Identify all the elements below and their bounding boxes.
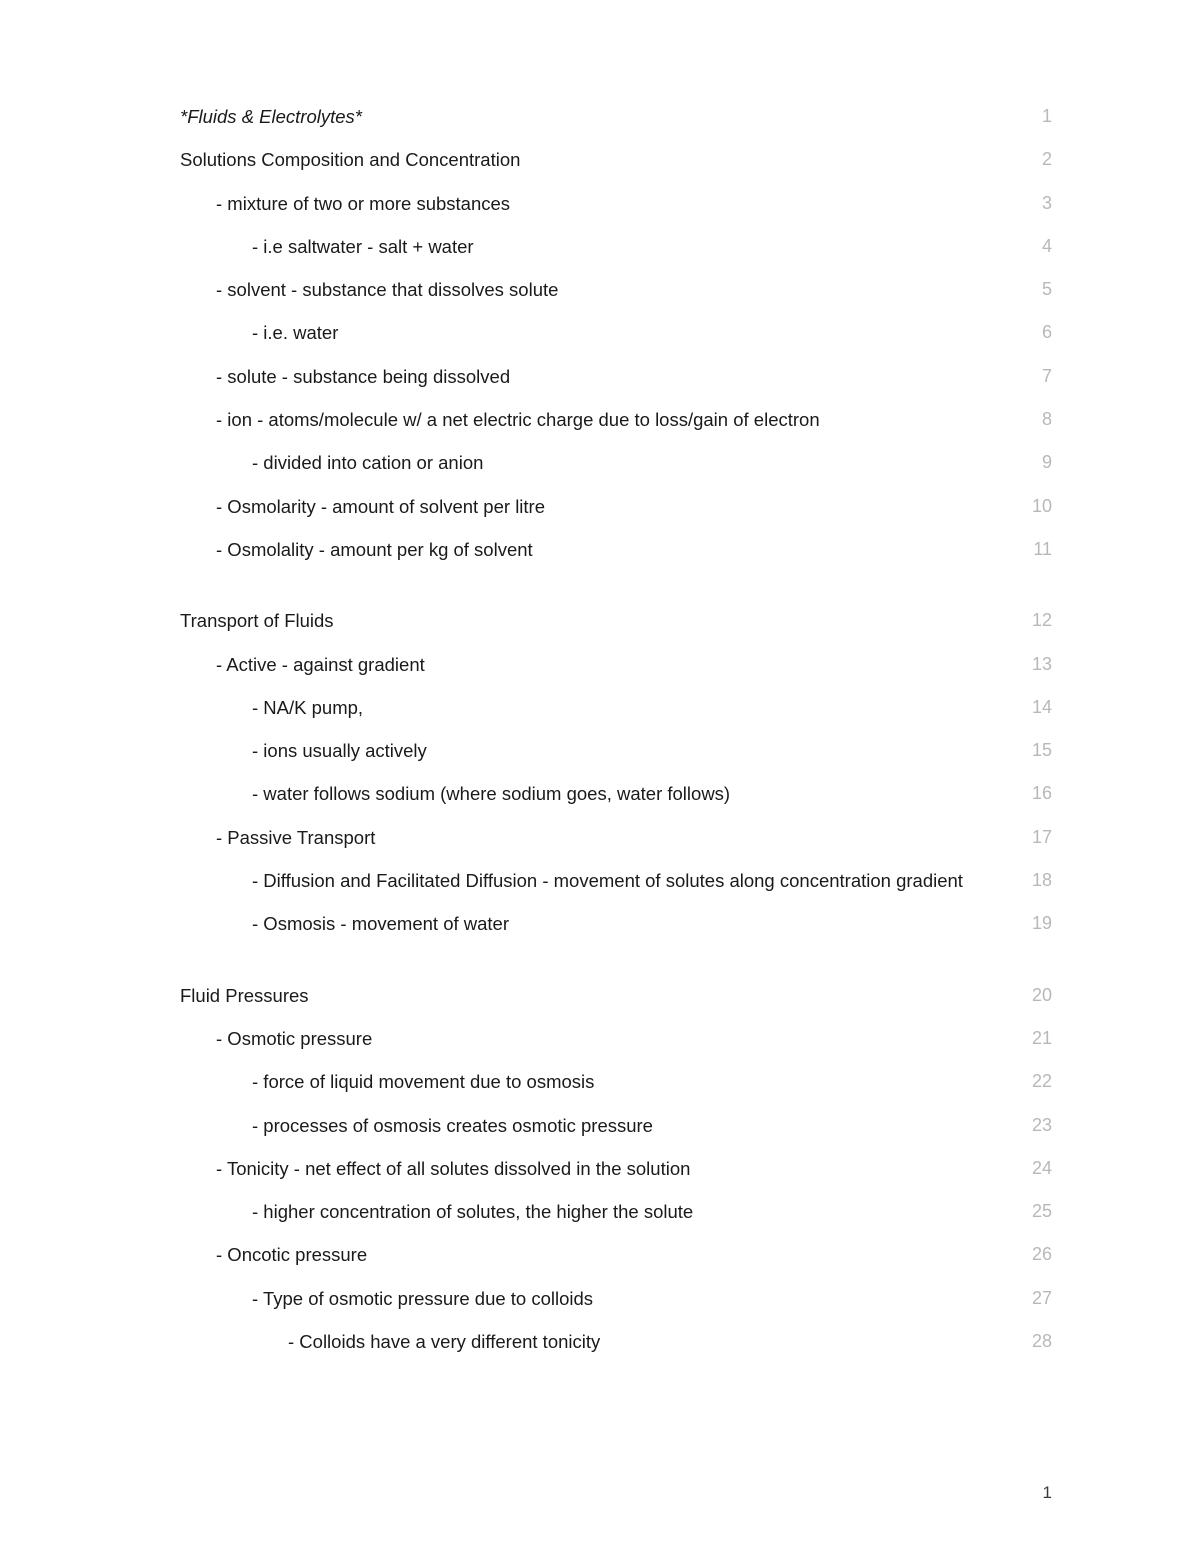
line-number: 24 [1012,1152,1052,1184]
outline-line: - Oncotic pressure26 [180,1238,1052,1271]
line-number: 14 [1012,691,1052,723]
line-text: - Osmolality - amount per kg of solvent [180,533,1012,566]
outline-line: Fluid Pressures20 [180,979,1052,1012]
line-text: - Oncotic pressure [180,1238,1012,1271]
line-text: - Colloids have a very different tonicit… [180,1325,1012,1358]
line-number: 10 [1012,490,1052,522]
line-number: 16 [1012,777,1052,809]
line-text: - Tonicity - net effect of all solutes d… [180,1152,1012,1185]
outline-line: - Diffusion and Facilitated Diffusion - … [180,864,1052,897]
line-number: 2 [1012,143,1052,175]
line-number: 15 [1012,734,1052,766]
document-page: *Fluids & Electrolytes*1Solutions Compos… [0,0,1200,1428]
blank-line [180,951,1052,979]
line-text: Solutions Composition and Concentration [180,143,1012,176]
line-number: 3 [1012,187,1052,219]
outline-line: - Osmotic pressure21 [180,1022,1052,1055]
line-text: - Osmotic pressure [180,1022,1012,1055]
outline-line: - ions usually actively15 [180,734,1052,767]
line-text: - processes of osmosis creates osmotic p… [180,1109,1012,1142]
line-number: 1 [1012,100,1052,132]
line-text: - NA/K pump, [180,691,1012,724]
line-number: 23 [1012,1109,1052,1141]
outline-line: - ion - atoms/molecule w/ a net electric… [180,403,1052,436]
line-number: 22 [1012,1065,1052,1097]
outline-line: Solutions Composition and Concentration2 [180,143,1052,176]
outline-line: - NA/K pump,14 [180,691,1052,724]
outline-line: - Osmolality - amount per kg of solvent1… [180,533,1052,566]
outline-line: - mixture of two or more substances3 [180,187,1052,220]
outline-line: - Passive Transport17 [180,821,1052,854]
line-number: 9 [1012,446,1052,478]
outline-line: - Colloids have a very different tonicit… [180,1325,1052,1358]
outline-line: - higher concentration of solutes, the h… [180,1195,1052,1228]
line-text: Transport of Fluids [180,604,1012,637]
outline-line: - Tonicity - net effect of all solutes d… [180,1152,1052,1185]
outline-line: *Fluids & Electrolytes*1 [180,100,1052,133]
line-number: 12 [1012,604,1052,636]
line-number: 27 [1012,1282,1052,1314]
line-text: - ions usually actively [180,734,1012,767]
line-text: - solvent - substance that dissolves sol… [180,273,1012,306]
line-text: - Osmolarity - amount of solvent per lit… [180,490,1012,523]
outline-body: *Fluids & Electrolytes*1Solutions Compos… [180,100,1052,1358]
line-text: - Diffusion and Facilitated Diffusion - … [180,864,1012,897]
line-text: - force of liquid movement due to osmosi… [180,1065,1012,1098]
outline-line: - Type of osmotic pressure due to colloi… [180,1282,1052,1315]
line-number: 20 [1012,979,1052,1011]
line-text: - Active - against gradient [180,648,1012,681]
blank-line [180,576,1052,604]
line-text: - i.e. water [180,316,1012,349]
line-number: 25 [1012,1195,1052,1227]
outline-line: - i.e saltwater - salt + water4 [180,230,1052,263]
outline-line: - processes of osmosis creates osmotic p… [180,1109,1052,1142]
line-number: 5 [1012,273,1052,305]
line-text: - ion - atoms/molecule w/ a net electric… [180,403,1012,436]
line-number: 17 [1012,821,1052,853]
line-text: - water follows sodium (where sodium goe… [180,777,1012,810]
outline-line: - solvent - substance that dissolves sol… [180,273,1052,306]
line-text: *Fluids & Electrolytes* [180,100,1012,133]
line-number: 18 [1012,864,1052,896]
outline-line: - Osmosis - movement of water19 [180,907,1052,940]
outline-line: - divided into cation or anion9 [180,446,1052,479]
line-number: 11 [1012,533,1052,565]
outline-line: - water follows sodium (where sodium goe… [180,777,1052,810]
line-number: 4 [1012,230,1052,262]
line-number: 28 [1012,1325,1052,1357]
line-text: - divided into cation or anion [180,446,1012,479]
line-number: 26 [1012,1238,1052,1270]
line-text: - Passive Transport [180,821,1012,854]
outline-line: Transport of Fluids12 [180,604,1052,637]
line-text: - mixture of two or more substances [180,187,1012,220]
line-number: 6 [1012,316,1052,348]
line-number: 13 [1012,648,1052,680]
outline-line: - force of liquid movement due to osmosi… [180,1065,1052,1098]
line-number: 8 [1012,403,1052,435]
line-text: - solute - substance being dissolved [180,360,1012,393]
line-text: - Type of osmotic pressure due to colloi… [180,1282,1012,1315]
line-number: 21 [1012,1022,1052,1054]
line-text: - higher concentration of solutes, the h… [180,1195,1012,1228]
line-number: 7 [1012,360,1052,392]
line-text: - i.e saltwater - salt + water [180,230,1012,263]
outline-line: - i.e. water6 [180,316,1052,349]
outline-line: - solute - substance being dissolved7 [180,360,1052,393]
line-text: Fluid Pressures [180,979,1012,1012]
line-text: - Osmosis - movement of water [180,907,1012,940]
page-number: 1 [1043,1483,1052,1503]
outline-line: - Active - against gradient13 [180,648,1052,681]
outline-line: - Osmolarity - amount of solvent per lit… [180,490,1052,523]
line-number: 19 [1012,907,1052,939]
